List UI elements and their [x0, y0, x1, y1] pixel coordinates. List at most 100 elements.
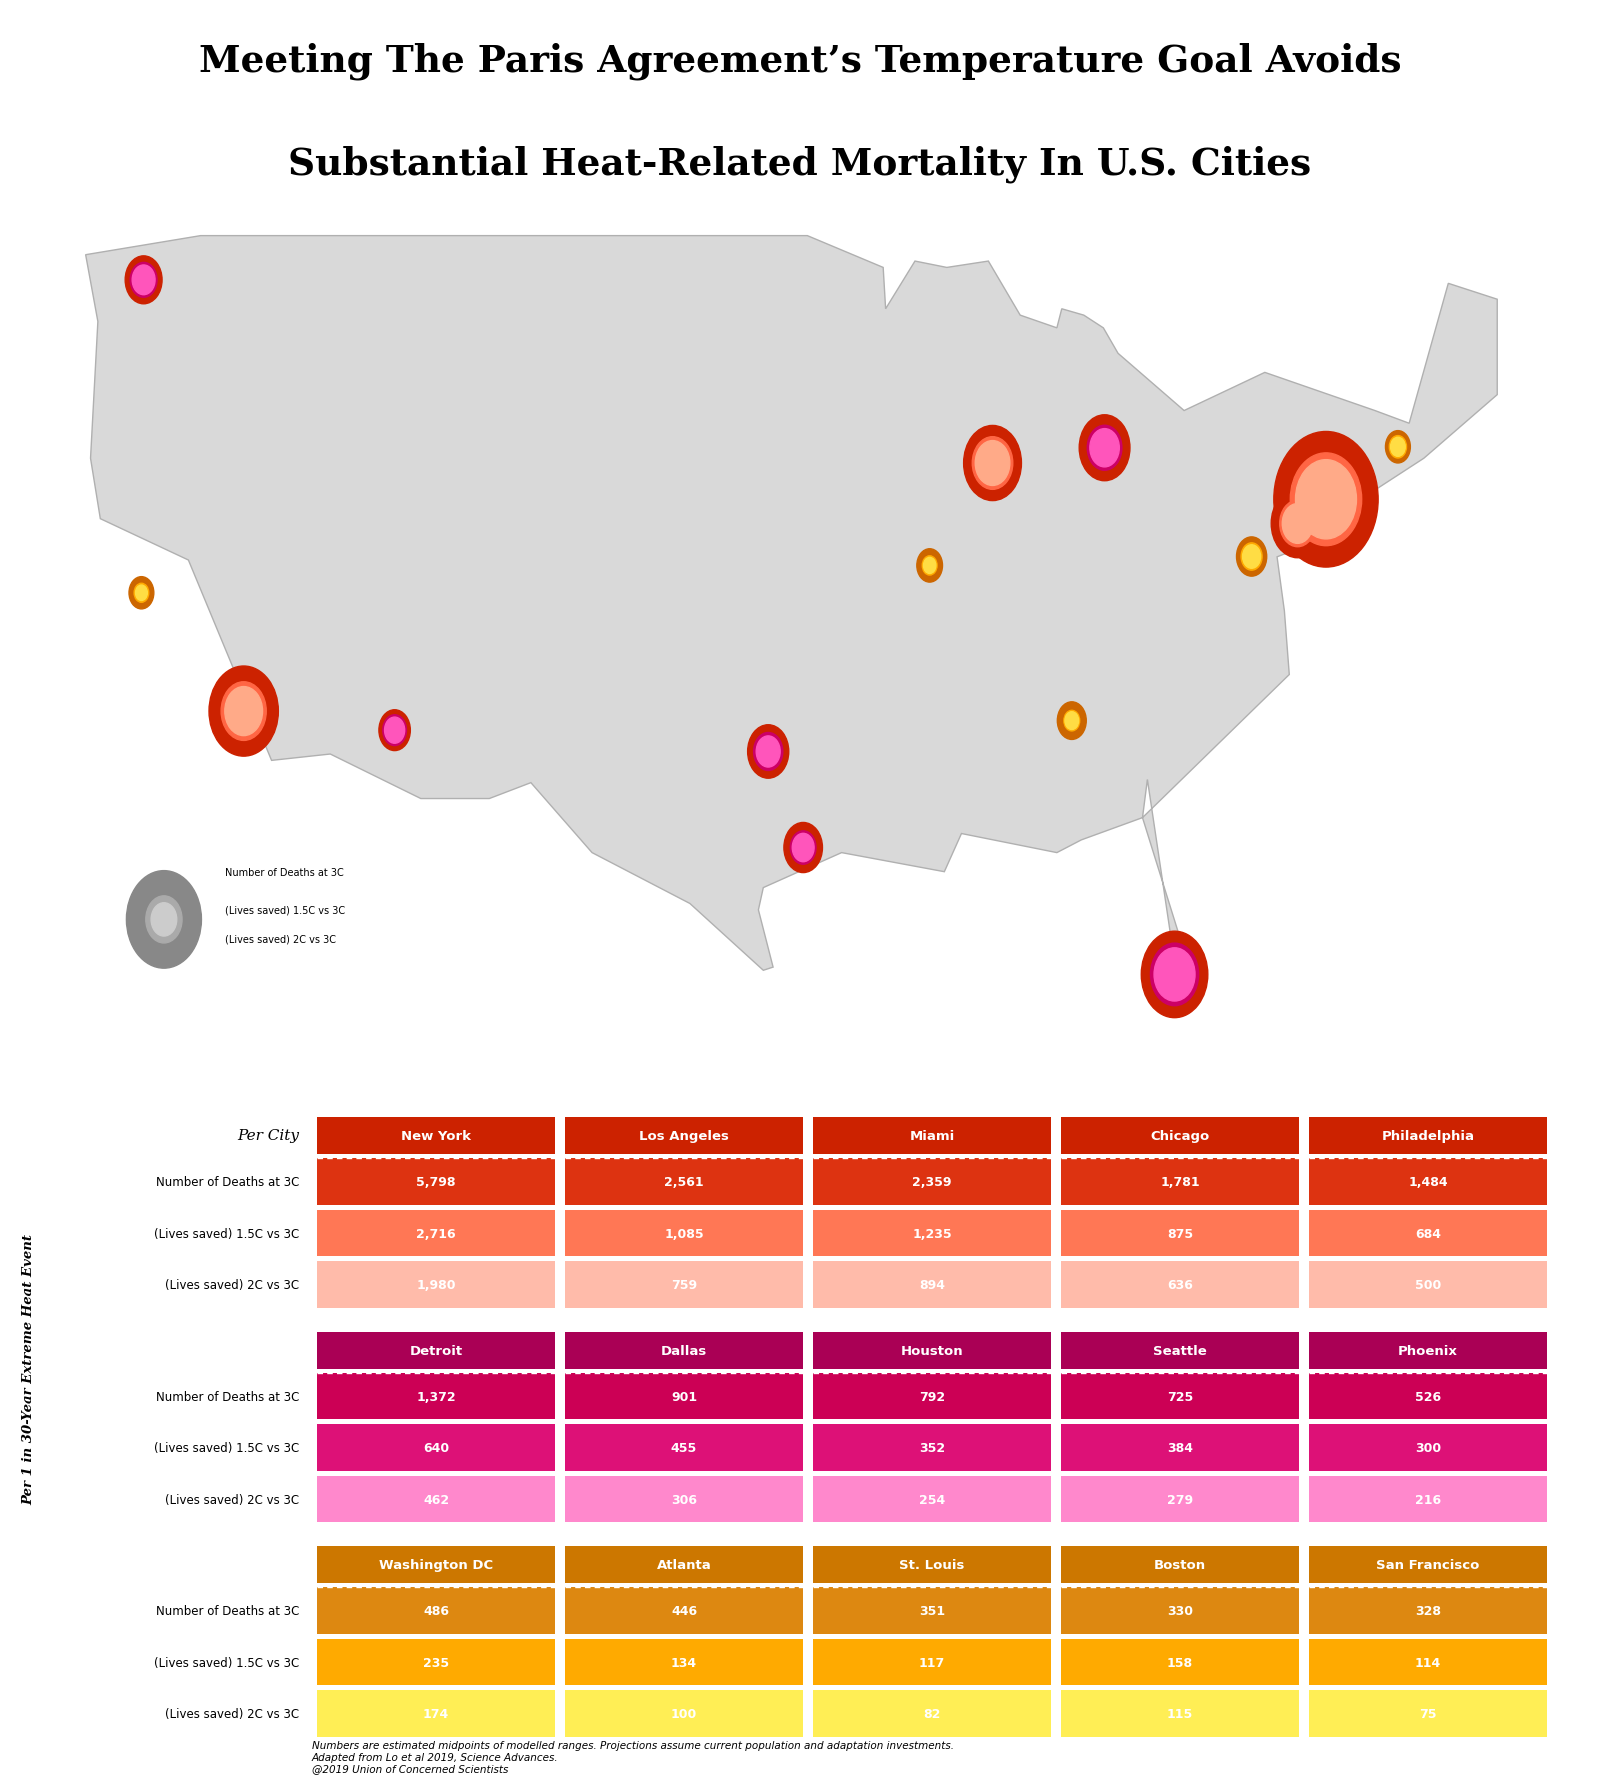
FancyBboxPatch shape [813, 1118, 1051, 1153]
Text: 640: 640 [422, 1442, 450, 1454]
FancyBboxPatch shape [317, 1262, 555, 1308]
Text: New York: New York [402, 1129, 470, 1143]
Text: 500: 500 [1414, 1278, 1442, 1290]
FancyBboxPatch shape [813, 1588, 1051, 1634]
Text: 330: 330 [1166, 1604, 1194, 1618]
Text: (Lives saved) 2C vs 3C: (Lives saved) 2C vs 3C [226, 934, 336, 943]
Text: 2,561: 2,561 [664, 1175, 704, 1189]
FancyBboxPatch shape [813, 1372, 1051, 1419]
Circle shape [1150, 943, 1198, 1006]
Text: 636: 636 [1166, 1278, 1194, 1290]
Circle shape [1296, 461, 1357, 539]
Circle shape [790, 831, 816, 865]
Text: Atlanta: Atlanta [656, 1558, 712, 1572]
Text: 2,359: 2,359 [912, 1175, 952, 1189]
Circle shape [917, 550, 942, 582]
Text: Number of Deaths at 3C: Number of Deaths at 3C [226, 867, 344, 878]
FancyBboxPatch shape [1061, 1691, 1299, 1737]
FancyBboxPatch shape [565, 1331, 803, 1369]
FancyBboxPatch shape [1309, 1159, 1547, 1205]
Circle shape [1064, 710, 1080, 732]
FancyBboxPatch shape [1309, 1547, 1547, 1584]
Circle shape [136, 586, 147, 602]
Text: 1,235: 1,235 [912, 1226, 952, 1241]
Circle shape [922, 557, 938, 575]
Text: 216: 216 [1414, 1493, 1442, 1506]
FancyBboxPatch shape [1309, 1372, 1547, 1419]
Circle shape [757, 737, 781, 767]
Circle shape [1280, 500, 1315, 548]
FancyBboxPatch shape [1061, 1210, 1299, 1257]
Circle shape [1237, 538, 1267, 577]
Text: 725: 725 [1166, 1390, 1194, 1403]
FancyBboxPatch shape [565, 1159, 803, 1205]
Text: 2,716: 2,716 [416, 1226, 456, 1241]
FancyBboxPatch shape [1061, 1118, 1299, 1153]
FancyBboxPatch shape [1061, 1639, 1299, 1686]
Circle shape [923, 559, 936, 575]
Text: 1,781: 1,781 [1160, 1175, 1200, 1189]
Text: (Lives saved) 2C vs 3C: (Lives saved) 2C vs 3C [165, 1707, 299, 1719]
Circle shape [1066, 712, 1078, 730]
FancyBboxPatch shape [813, 1331, 1051, 1369]
FancyBboxPatch shape [565, 1476, 803, 1522]
Text: 174: 174 [422, 1707, 450, 1719]
Circle shape [125, 256, 162, 304]
Text: Dallas: Dallas [661, 1344, 707, 1356]
Text: 328: 328 [1414, 1604, 1442, 1618]
Circle shape [1088, 425, 1122, 472]
Text: (Lives saved) 1.5C vs 3C: (Lives saved) 1.5C vs 3C [154, 1442, 299, 1454]
Polygon shape [86, 237, 1498, 993]
FancyBboxPatch shape [813, 1639, 1051, 1686]
Text: 82: 82 [923, 1707, 941, 1719]
Circle shape [976, 441, 1010, 486]
FancyBboxPatch shape [317, 1588, 555, 1634]
Text: 684: 684 [1414, 1226, 1442, 1241]
FancyBboxPatch shape [317, 1424, 555, 1470]
Circle shape [1141, 931, 1208, 1018]
FancyBboxPatch shape [317, 1476, 555, 1522]
Circle shape [754, 733, 782, 771]
Text: (Lives saved) 1.5C vs 3C: (Lives saved) 1.5C vs 3C [226, 906, 346, 915]
FancyBboxPatch shape [1309, 1639, 1547, 1686]
FancyBboxPatch shape [565, 1424, 803, 1470]
Circle shape [379, 710, 410, 751]
Circle shape [1389, 436, 1406, 459]
Circle shape [1282, 504, 1314, 545]
FancyBboxPatch shape [1061, 1372, 1299, 1419]
Text: Philadelphia: Philadelphia [1381, 1129, 1475, 1143]
Circle shape [150, 902, 176, 936]
FancyBboxPatch shape [1061, 1476, 1299, 1522]
Text: (Lives saved) 2C vs 3C: (Lives saved) 2C vs 3C [165, 1493, 299, 1506]
Circle shape [963, 425, 1021, 502]
Circle shape [210, 668, 278, 756]
FancyBboxPatch shape [1309, 1476, 1547, 1522]
Text: 235: 235 [422, 1655, 450, 1670]
Text: 117: 117 [918, 1655, 946, 1670]
FancyBboxPatch shape [317, 1159, 555, 1205]
Text: 115: 115 [1166, 1707, 1194, 1719]
FancyBboxPatch shape [317, 1639, 555, 1686]
Text: Per 1 in 30-Year Extreme Heat Event: Per 1 in 30-Year Extreme Heat Event [22, 1234, 35, 1504]
Text: Per City: Per City [237, 1129, 299, 1143]
Circle shape [1272, 490, 1323, 559]
FancyBboxPatch shape [1309, 1262, 1547, 1308]
FancyBboxPatch shape [1309, 1588, 1547, 1634]
Text: (Lives saved) 1.5C vs 3C: (Lives saved) 1.5C vs 3C [154, 1655, 299, 1670]
Text: 486: 486 [422, 1604, 450, 1618]
Text: San Francisco: San Francisco [1376, 1558, 1480, 1572]
Circle shape [1274, 433, 1378, 568]
Circle shape [1090, 429, 1120, 468]
Text: 894: 894 [918, 1278, 946, 1290]
FancyBboxPatch shape [1309, 1331, 1547, 1369]
FancyBboxPatch shape [317, 1691, 555, 1737]
Text: Los Angeles: Los Angeles [638, 1129, 730, 1143]
Circle shape [1058, 703, 1086, 740]
Circle shape [130, 263, 157, 297]
Circle shape [1243, 545, 1261, 570]
Circle shape [1242, 543, 1262, 571]
Text: 5,798: 5,798 [416, 1175, 456, 1189]
Text: 526: 526 [1414, 1390, 1442, 1403]
Text: Detroit: Detroit [410, 1344, 462, 1356]
FancyBboxPatch shape [565, 1691, 803, 1737]
